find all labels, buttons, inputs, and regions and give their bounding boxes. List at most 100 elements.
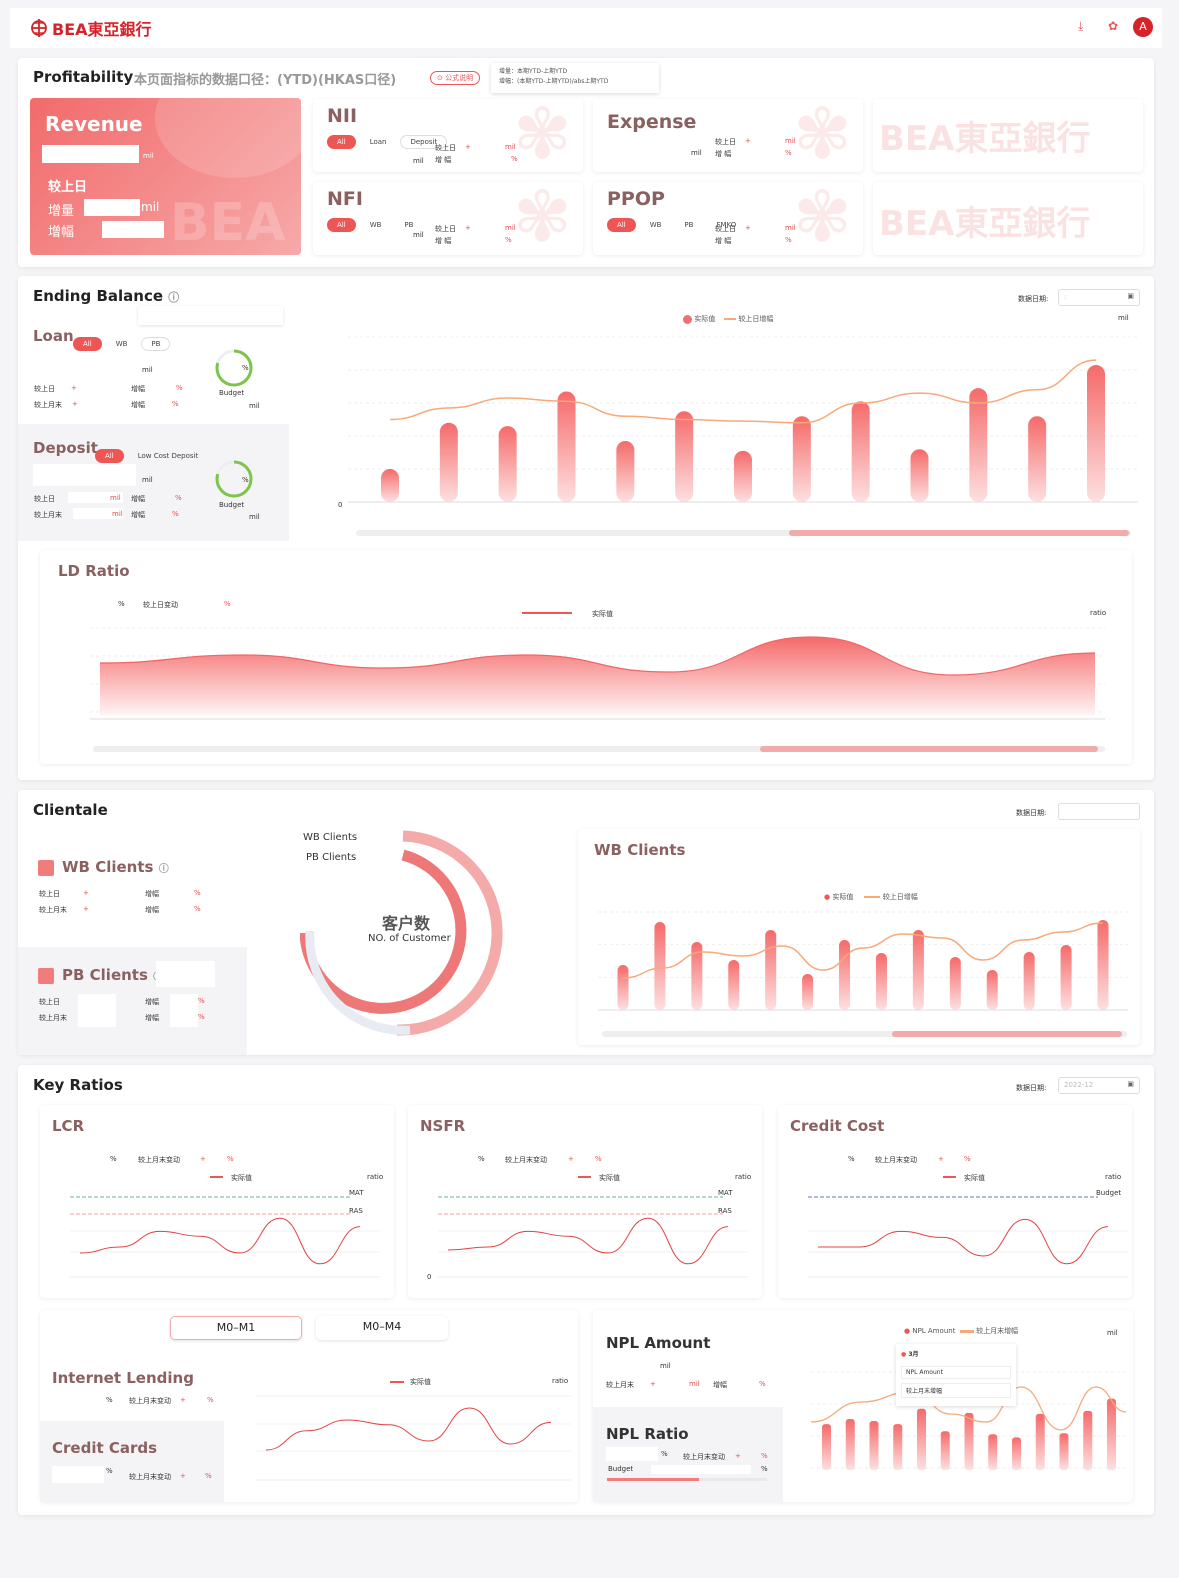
nfi-tab-wb[interactable]: WB (360, 219, 391, 231)
formula-button[interactable]: ⊙ 公式说明 (430, 71, 481, 85)
nii-tab-loan[interactable]: Loan (360, 136, 396, 148)
ppop-tab-fmko[interactable]: FMKO (707, 219, 746, 231)
bar[interactable] (893, 1424, 903, 1470)
credit-cost-chart[interactable] (808, 1185, 1128, 1285)
npl-tooltip: ● 3月 NPL Amount 较上月末增幅 (896, 1344, 1016, 1406)
ld-area[interactable] (100, 637, 1095, 715)
bar[interactable] (822, 1424, 831, 1470)
wb-prev-month: 较上月末 (39, 906, 67, 914)
expense-card[interactable]: ✾ Expense mil 较上日 + mil 增 幅 % (593, 99, 863, 172)
ld-ratio-chart[interactable] (90, 620, 1105, 725)
bar[interactable] (964, 1412, 974, 1470)
donut-wb-arc[interactable] (396, 830, 503, 1036)
info-icon[interactable]: ⓘ (168, 291, 180, 304)
credit-cards-title: Credit Cards (52, 1439, 158, 1457)
bar[interactable] (1023, 952, 1035, 1010)
ppop-tab-wb[interactable]: WB (640, 219, 671, 231)
bar[interactable] (616, 440, 635, 502)
wb-scroll-thumb[interactable] (892, 1031, 1122, 1037)
bar[interactable] (728, 960, 740, 1010)
wb-chart-legend: ● 实际值 较上日增幅 (824, 892, 918, 902)
ppop-tab-all[interactable]: All (607, 218, 636, 232)
bar[interactable] (917, 1408, 926, 1470)
bar[interactable] (498, 426, 517, 502)
bar[interactable] (940, 1431, 950, 1470)
ppop-plus: + (745, 224, 751, 232)
bar[interactable] (949, 957, 961, 1010)
internet-lending-chart[interactable] (256, 1388, 571, 1488)
bea-logo[interactable]: BEA東亞銀行 (30, 16, 152, 40)
pb-clients-value (156, 961, 215, 987)
avatar[interactable]: A (1133, 17, 1153, 37)
bar[interactable] (381, 469, 399, 502)
il-legend: 实际值 (410, 1378, 431, 1386)
deposit-tab-low-cost[interactable]: Low Cost Deposit (137, 452, 199, 460)
bar[interactable] (691, 942, 703, 1010)
bar[interactable] (912, 930, 924, 1010)
bar[interactable] (617, 965, 629, 1010)
bar[interactable] (1087, 365, 1105, 502)
ratios-date-picker[interactable]: 2022-12 ▣ (1058, 1077, 1140, 1094)
bar[interactable] (969, 388, 988, 502)
deposit-tab-all[interactable]: All (95, 449, 124, 463)
bar[interactable] (802, 974, 814, 1010)
ending-balance-chart[interactable] (348, 331, 1138, 506)
bar[interactable] (910, 449, 929, 502)
gear-icon[interactable]: ✿ (1108, 19, 1119, 33)
ld-scrollbar[interactable] (93, 746, 1105, 752)
bar[interactable] (1097, 920, 1109, 1010)
wb-clients-chart[interactable] (598, 904, 1128, 1014)
ending-scrollbar[interactable] (356, 530, 1131, 536)
bar[interactable] (1059, 1433, 1069, 1470)
nii-card[interactable]: ✾ NII All Loan Deposit mil 较上日 + mil 增 幅 % (313, 99, 583, 172)
bar[interactable] (792, 416, 811, 502)
loan-tab-wb[interactable]: WB (106, 338, 137, 350)
bar[interactable] (845, 1419, 855, 1470)
wb-scrollbar[interactable] (602, 1031, 1127, 1037)
nfi-tab-pb[interactable]: PB (395, 219, 423, 231)
revenue-card[interactable]: BEA Revenue mil 较上日 增量 mil 增幅 (30, 98, 301, 255)
revenue-unit: mil (143, 152, 154, 160)
nfi-card[interactable]: ✾ NFI All WB PB mil 较上日 + mil 增 幅 % (313, 182, 583, 255)
bar[interactable] (1035, 1413, 1045, 1470)
ppop-card[interactable]: ✾ PPOP All WB PB FMKO 较上日 + mil 增 幅 % (593, 182, 863, 255)
clientele-section: Clientale 数据日期: WB Clients ⓘ 较上日 + 增幅 % … (18, 790, 1154, 1055)
lcr-chart[interactable] (70, 1185, 380, 1285)
tab-m0-m1[interactable]: M0–M1 (170, 1316, 302, 1340)
nii-tab-all[interactable]: All (327, 135, 356, 149)
info-icon[interactable]: ⓘ (158, 864, 169, 875)
bar[interactable] (986, 970, 998, 1010)
clientele-date-picker[interactable] (1058, 803, 1140, 820)
ending-scroll-thumb[interactable] (789, 530, 1129, 536)
bar[interactable] (439, 422, 458, 502)
bar[interactable] (869, 1421, 879, 1470)
bar[interactable] (675, 411, 694, 502)
bar[interactable] (557, 391, 576, 502)
loan-tab-all[interactable]: All (73, 337, 102, 351)
bar[interactable] (839, 940, 851, 1010)
npl-ratio-change-pct: % (761, 1452, 768, 1460)
bar[interactable] (851, 401, 870, 502)
bar[interactable] (654, 922, 666, 1010)
bar[interactable] (875, 953, 887, 1010)
ending-date-picker[interactable]: : ▣ (1058, 289, 1140, 306)
revenue-prev-day: 较上日 (48, 180, 88, 195)
bar[interactable] (1083, 1410, 1093, 1470)
bar[interactable] (1060, 945, 1072, 1010)
bar[interactable] (1028, 416, 1047, 502)
tab-m0-m4[interactable]: M0–M4 (316, 1316, 448, 1340)
bar[interactable] (988, 1434, 998, 1470)
bar[interactable] (734, 450, 752, 502)
bar[interactable] (765, 930, 777, 1010)
ppop-tab-pb[interactable]: PB (675, 219, 703, 231)
nsfr-chart[interactable] (438, 1185, 748, 1285)
loan-tab-pb[interactable]: PB (141, 337, 171, 351)
customer-donut-chart[interactable] (300, 830, 515, 1040)
bar[interactable] (1107, 1398, 1116, 1470)
bar[interactable] (1012, 1437, 1021, 1470)
nfi-tab-all[interactable]: All (327, 218, 356, 232)
cc-change-label: 较上月末变动 (875, 1156, 917, 1164)
nii-tab-deposit[interactable]: Deposit (400, 135, 448, 149)
ld-scroll-thumb[interactable] (760, 746, 1098, 752)
download-icon[interactable]: ⤓ (1078, 19, 1084, 33)
